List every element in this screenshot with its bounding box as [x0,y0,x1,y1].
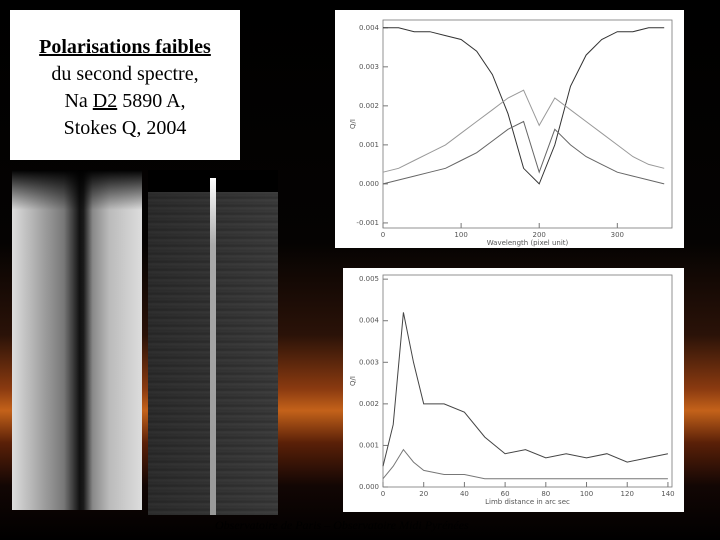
data-line [382,448,668,480]
title: Polarisations faibles [39,36,211,58]
x-tick-label: 80 [541,490,550,498]
y-tick-label: -0.001 [356,219,379,227]
plot-panel [343,268,684,512]
intensity-spectrum-image [12,170,142,510]
y-tick-label: 0.000 [359,483,379,491]
x-tick-label: 20 [419,490,428,498]
y-tick-label: 0.002 [359,400,379,408]
text: D2 [92,90,118,112]
subtitle-line: Na D2 5890 A, [10,88,240,115]
text: Na [64,90,93,112]
y-tick-label: 0.001 [359,141,379,149]
x-tick-label: 200 [533,231,546,239]
y-tick-label: 0.005 [359,275,379,283]
data-line [382,89,665,173]
x-tick-label: 100 [454,231,467,239]
data-line [383,27,665,185]
y-tick-label: 0.002 [359,102,379,110]
y-axis-label: Q/I [349,119,357,129]
x-tick-label: 0 [381,490,385,498]
footer: Observatoire de Paris – Observatoire Mid… [215,518,469,532]
y-tick-label: 0.000 [359,180,379,188]
y-tick-label: 0.004 [359,24,380,32]
y-axis-label: Q/I [349,376,357,386]
polarization-spectrum-image [148,170,278,515]
x-tick-label: 60 [501,490,510,498]
data-line [382,120,665,185]
x-axis-label: Limb distance in arc sec [485,498,570,506]
text: 5890 A, [117,90,186,112]
x-tick-label: 0 [381,231,385,239]
plot-frame [382,274,673,488]
x-tick-label: 100 [580,490,593,498]
plot-frame [382,19,673,229]
x-tick-label: 300 [611,231,624,239]
y-tick-label: 0.003 [359,358,379,366]
title-box: Polarisations faibles du second spectre,… [10,10,240,160]
y-tick-label: 0.001 [359,441,379,449]
data-line [382,312,669,467]
x-axis-label: Wavelength (pixel unit) [487,239,569,247]
y-tick-label: 0.004 [359,317,380,325]
x-tick-label: 140 [661,490,674,498]
x-tick-label: 40 [460,490,469,498]
subtitle-line: du second spectre, [51,63,199,85]
subtitle-line: Stokes Q, 2004 [63,117,187,139]
x-tick-label: 120 [621,490,634,498]
y-tick-label: 0.003 [359,63,379,71]
